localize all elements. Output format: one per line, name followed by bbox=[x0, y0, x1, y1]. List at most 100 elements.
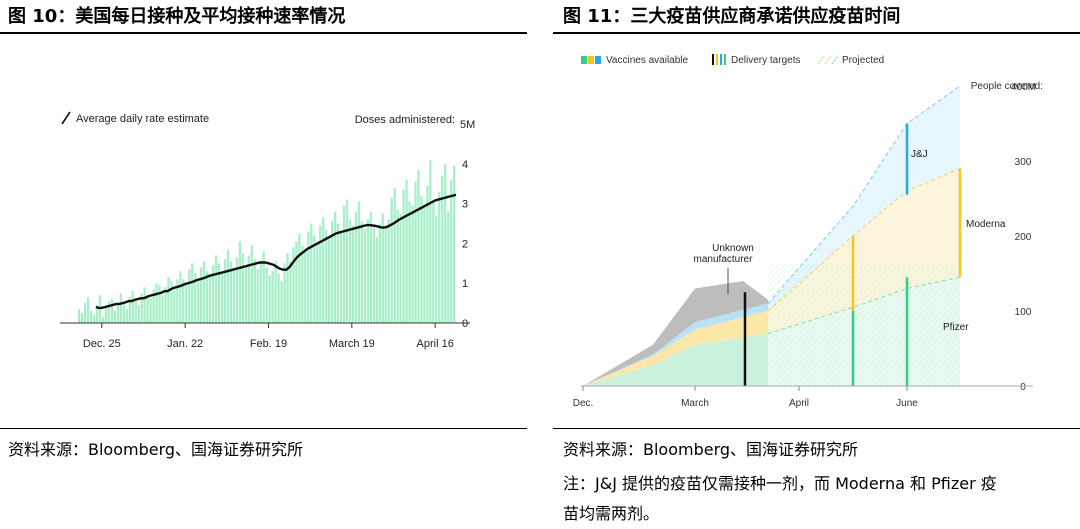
daily-dose-bar bbox=[328, 237, 331, 323]
daily-dose-bar bbox=[217, 263, 221, 323]
daily-doses-bars bbox=[78, 159, 456, 323]
right-legend: Vaccines available Delivery targets Proj… bbox=[581, 54, 884, 66]
daily-dose-bar bbox=[208, 275, 212, 323]
daily-dose-bar bbox=[351, 225, 355, 323]
legend-target-green bbox=[724, 54, 726, 65]
daily-dose-bar bbox=[119, 293, 122, 323]
daily-dose-bar bbox=[170, 281, 173, 323]
daily-dose-bar bbox=[357, 201, 361, 323]
legend-label-vaccines-available: Vaccines available bbox=[606, 55, 689, 66]
legend-label-projected: Projected bbox=[842, 55, 884, 66]
daily-dose-bar bbox=[194, 273, 197, 323]
daily-dose-bar bbox=[232, 269, 236, 323]
daily-dose-bar bbox=[307, 231, 310, 323]
right-x-tick-label: June bbox=[896, 398, 918, 409]
average-rate-line bbox=[95, 193, 457, 310]
daily-dose-bar bbox=[298, 233, 301, 323]
daily-dose-bar bbox=[325, 229, 328, 323]
right-x-tick-label: April bbox=[789, 398, 809, 409]
daily-dose-bar bbox=[271, 271, 274, 323]
right-y-tick-labels: 0 100 200 300 400M bbox=[1011, 82, 1036, 393]
legend-target-yellow bbox=[716, 54, 718, 65]
daily-dose-bar bbox=[304, 251, 307, 323]
legend-target-blue bbox=[720, 54, 722, 65]
daily-dose-bar bbox=[399, 213, 402, 323]
right-source: 资料来源：Bloomberg、国海证券研究所 bbox=[563, 440, 859, 459]
left-y-tick-labels: 0 1 2 3 4 5M bbox=[460, 119, 475, 330]
legend-projected-mark-2 bbox=[824, 55, 832, 65]
daily-dose-bar bbox=[360, 221, 364, 323]
left-y-tick-label: 2 bbox=[462, 238, 468, 250]
daily-dose-bar bbox=[274, 261, 277, 323]
daily-dose-bar bbox=[432, 201, 435, 323]
daily-dose-bar bbox=[390, 197, 393, 323]
available-area-pfizer bbox=[583, 333, 768, 386]
daily-dose-bar bbox=[116, 305, 120, 323]
daily-dose-bar bbox=[188, 269, 191, 323]
left-x-tick-label: Feb. 19 bbox=[250, 338, 287, 350]
annotation-unknown: Unknown bbox=[712, 243, 754, 254]
daily-dose-bar bbox=[122, 303, 125, 323]
legend-swatch-jj bbox=[595, 56, 601, 64]
daily-dose-bar bbox=[381, 213, 384, 323]
daily-dose-bar bbox=[438, 191, 441, 323]
daily-dose-bar bbox=[200, 267, 203, 323]
right-y-tick-label: 400M bbox=[1011, 82, 1036, 93]
daily-dose-bar bbox=[322, 217, 325, 323]
daily-dose-bar bbox=[247, 255, 250, 323]
daily-dose-bar bbox=[396, 209, 399, 323]
right-x-tick-label: March bbox=[681, 398, 709, 409]
right-x-tick-label: Dec. bbox=[573, 398, 594, 409]
daily-dose-bar bbox=[295, 241, 298, 323]
daily-dose-bar bbox=[330, 221, 334, 323]
daily-dose-bar bbox=[435, 215, 438, 323]
daily-dose-bar bbox=[205, 271, 209, 323]
daily-dose-bar bbox=[447, 211, 450, 323]
left-x-tick-label: Jan. 22 bbox=[167, 338, 203, 350]
daily-dose-bar bbox=[110, 299, 114, 323]
daily-dose-bar bbox=[420, 195, 423, 323]
daily-dose-bar bbox=[238, 241, 242, 323]
daily-dose-bar bbox=[369, 211, 373, 323]
daily-dose-bar bbox=[220, 271, 224, 323]
daily-dose-bar bbox=[384, 225, 387, 323]
daily-dose-bar bbox=[78, 309, 81, 323]
daily-dose-bar bbox=[280, 281, 283, 323]
daily-dose-bar bbox=[262, 251, 265, 323]
daily-dose-bar bbox=[316, 243, 319, 323]
vaccine-supply-chart: Vaccines available Delivery targets Proj… bbox=[573, 54, 1043, 409]
daily-dose-bar bbox=[411, 205, 414, 323]
daily-dose-bar bbox=[146, 295, 149, 323]
daily-dose-bar bbox=[363, 229, 367, 323]
annotation-pfizer: Pfizer bbox=[943, 322, 969, 333]
right-note-line-1: 注：J&J 提供的疫苗仅需接种一剂，而 Moderna 和 Pfizer 疫 bbox=[563, 474, 997, 493]
daily-dose-bar bbox=[101, 317, 105, 323]
daily-dose-bar bbox=[313, 235, 316, 323]
left-x-tick-label: Dec. 25 bbox=[83, 338, 121, 350]
daily-dose-bar bbox=[265, 267, 268, 323]
daily-dose-bar bbox=[244, 265, 247, 323]
projected-area-jj bbox=[768, 86, 960, 311]
daily-dose-bar bbox=[250, 245, 253, 323]
daily-dose-bar bbox=[104, 307, 108, 323]
left-x-ticks: Dec. 25 Jan. 22 Feb. 19 March 19 April 16 bbox=[83, 323, 454, 350]
daily-dose-bar bbox=[336, 223, 340, 323]
right-x-ticks: Dec. March April June bbox=[573, 386, 918, 409]
daily-dose-bar bbox=[211, 265, 215, 323]
daily-dose-bar bbox=[197, 281, 200, 323]
left-figure-title: 图 10：美国每日接种及平均接种速率情况 bbox=[8, 6, 346, 27]
left-y-axis-label: Doses administered: bbox=[355, 114, 455, 126]
projected-line-moderna bbox=[767, 168, 961, 312]
daily-dose-bar bbox=[417, 169, 420, 323]
daily-dose-bar bbox=[86, 297, 90, 323]
daily-dose-bar bbox=[80, 313, 84, 323]
daily-dose-bar bbox=[402, 189, 405, 323]
daily-dose-bar bbox=[164, 287, 167, 323]
right-title-rule bbox=[553, 32, 1080, 34]
legend-projected-mark-3 bbox=[831, 55, 839, 65]
daily-dose-bar bbox=[268, 275, 271, 323]
daily-dose-bar bbox=[366, 219, 370, 323]
left-legend: Average daily rate estimate bbox=[61, 111, 209, 125]
legend-projected-mark-1 bbox=[817, 55, 825, 65]
daily-dose-bar bbox=[450, 179, 453, 323]
